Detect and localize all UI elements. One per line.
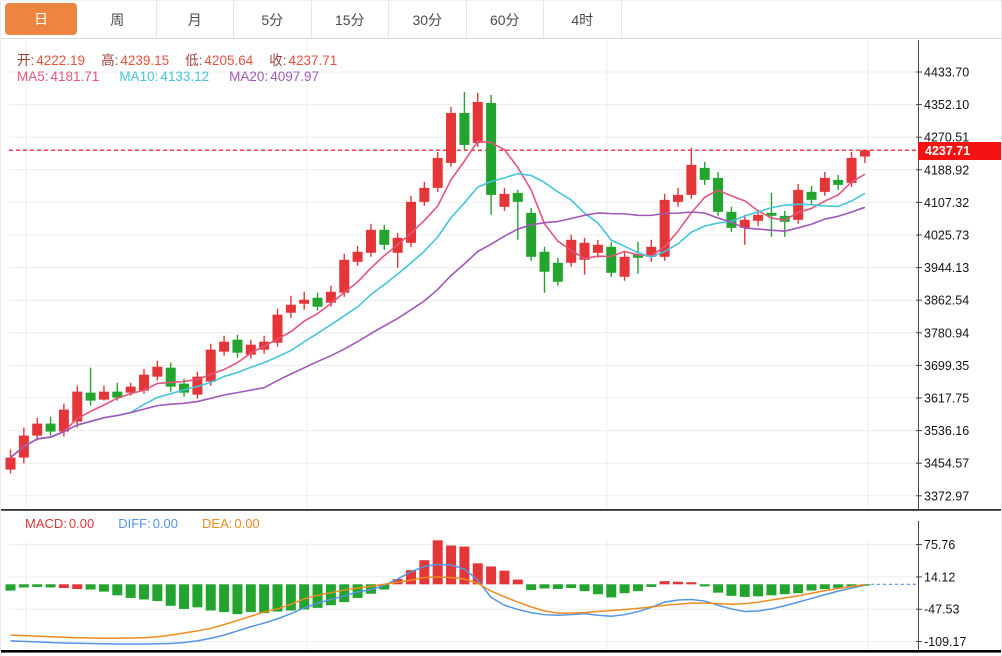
- axis-tick-label: 4352.10: [924, 98, 969, 112]
- ohlc-row-high: 高: 4239.15: [101, 49, 169, 69]
- ohlc-row-low: 低: 4205.64: [185, 49, 253, 69]
- tab-5min[interactable]: 5分: [234, 1, 312, 38]
- macd-value: 0.00: [68, 516, 95, 531]
- tab-day[interactable]: 日: [5, 3, 77, 35]
- ma-row-ma10: MA10: 4133.12: [119, 69, 209, 84]
- axis-tick-label: 3699.35: [924, 359, 969, 373]
- macd-row-macd: MACD: 0.00: [25, 516, 94, 531]
- axis-tick-label: 3536.16: [924, 424, 969, 438]
- dea-value: 0.00: [234, 516, 260, 531]
- axis-tick-label: -47.53: [924, 603, 959, 617]
- close-value: 4237.71: [288, 53, 338, 68]
- macd-panel[interactable]: [5, 540, 917, 645]
- tab-month[interactable]: 月: [156, 1, 234, 38]
- axis-tick-label: 3617.75: [924, 392, 969, 406]
- axis-tick-label: 4107.32: [924, 196, 969, 210]
- dea-label: DEA:: [202, 516, 233, 531]
- ohlc-readout: 开: 4222.19 高: 4239.15 低: 4205.64 收: 4237.71: [17, 49, 337, 69]
- axis-tick-label: 14.12: [924, 570, 955, 584]
- ma-row-ma5: MA5: 4181.71: [17, 69, 99, 84]
- gridlines: [9, 40, 916, 650]
- low-value: 4205.64: [204, 53, 254, 68]
- low-label: 低:: [185, 53, 203, 68]
- timeframe-tabbar: 日周月 5分 15分 30分 60分 4时: [1, 0, 1001, 39]
- diff-line: [10, 563, 866, 645]
- main-price-chart[interactable]: [5, 91, 917, 474]
- tab-60min[interactable]: 60分: [466, 1, 544, 38]
- axis-tick-label: 75.76: [924, 538, 955, 552]
- macd-row-dea: DEA: 0.00: [202, 516, 260, 531]
- ma10-line: [9, 172, 866, 459]
- open-label: 开:: [17, 53, 35, 68]
- bottom-frame-line: [1, 650, 1001, 653]
- ma10-value: 4133.12: [160, 69, 210, 84]
- axis-tick-label: 4433.70: [924, 66, 969, 80]
- ma5-label: MA5:: [17, 69, 49, 84]
- tab-30min[interactable]: 30分: [389, 1, 467, 38]
- ohlc-row-open: 开: 4222.19: [17, 49, 85, 69]
- open-value: 4222.19: [36, 53, 86, 68]
- tab-4hour[interactable]: 4时: [544, 1, 622, 38]
- ohlc-row-close: 收: 4237.71: [269, 49, 337, 69]
- candlesticks: [5, 91, 870, 474]
- panel-divider: [1, 509, 1001, 511]
- high-value: 4239.15: [120, 53, 170, 68]
- ma20-value: 4097.97: [270, 69, 320, 84]
- diff-label: DIFF:: [118, 516, 151, 531]
- axis-tick-label: 4188.92: [924, 163, 969, 177]
- high-label: 高:: [101, 53, 119, 68]
- axis-tick-label: 3780.94: [924, 326, 969, 340]
- dea-line: [10, 576, 865, 640]
- axis-tick-label: 3454.57: [924, 457, 969, 471]
- axis-tick-label: 4270.51: [924, 131, 969, 145]
- tab-15min[interactable]: 15分: [311, 1, 389, 38]
- ma20-label: MA20:: [229, 69, 269, 84]
- close-label: 收:: [269, 53, 287, 68]
- axis-tick-label: 4025.73: [924, 228, 969, 242]
- ma10-label: MA10:: [119, 69, 159, 84]
- ma-readout: MA5: 4181.71 MA10: 4133.12 MA20: 4097.97: [17, 69, 319, 84]
- diff-value: 0.00: [152, 516, 179, 531]
- ma20-line: [9, 206, 866, 459]
- last-price-badge: 4237.71: [918, 142, 1001, 160]
- ma-row-ma20: MA20: 4097.97: [229, 69, 319, 84]
- axis-tick-label: -109.17: [924, 635, 966, 649]
- ma5-value: 4181.71: [50, 69, 100, 84]
- macd-label: MACD:: [25, 516, 67, 531]
- axis-tick-label: 3944.13: [924, 261, 969, 275]
- macd-row-diff: DIFF: 0.00: [118, 516, 178, 531]
- axis-tick-label: 3862.54: [924, 294, 969, 308]
- axis-tick-label: 3372.97: [924, 489, 969, 503]
- macd-readout: MACD: 0.00 DIFF: 0.00 DEA: 0.00: [25, 516, 260, 531]
- ma5-line: [9, 140, 866, 459]
- price-axis: 4433.70 4352.10 4270.51 4188.92 4107.32 4025.…: [916, 40, 969, 650]
- tab-week[interactable]: 周: [79, 1, 157, 38]
